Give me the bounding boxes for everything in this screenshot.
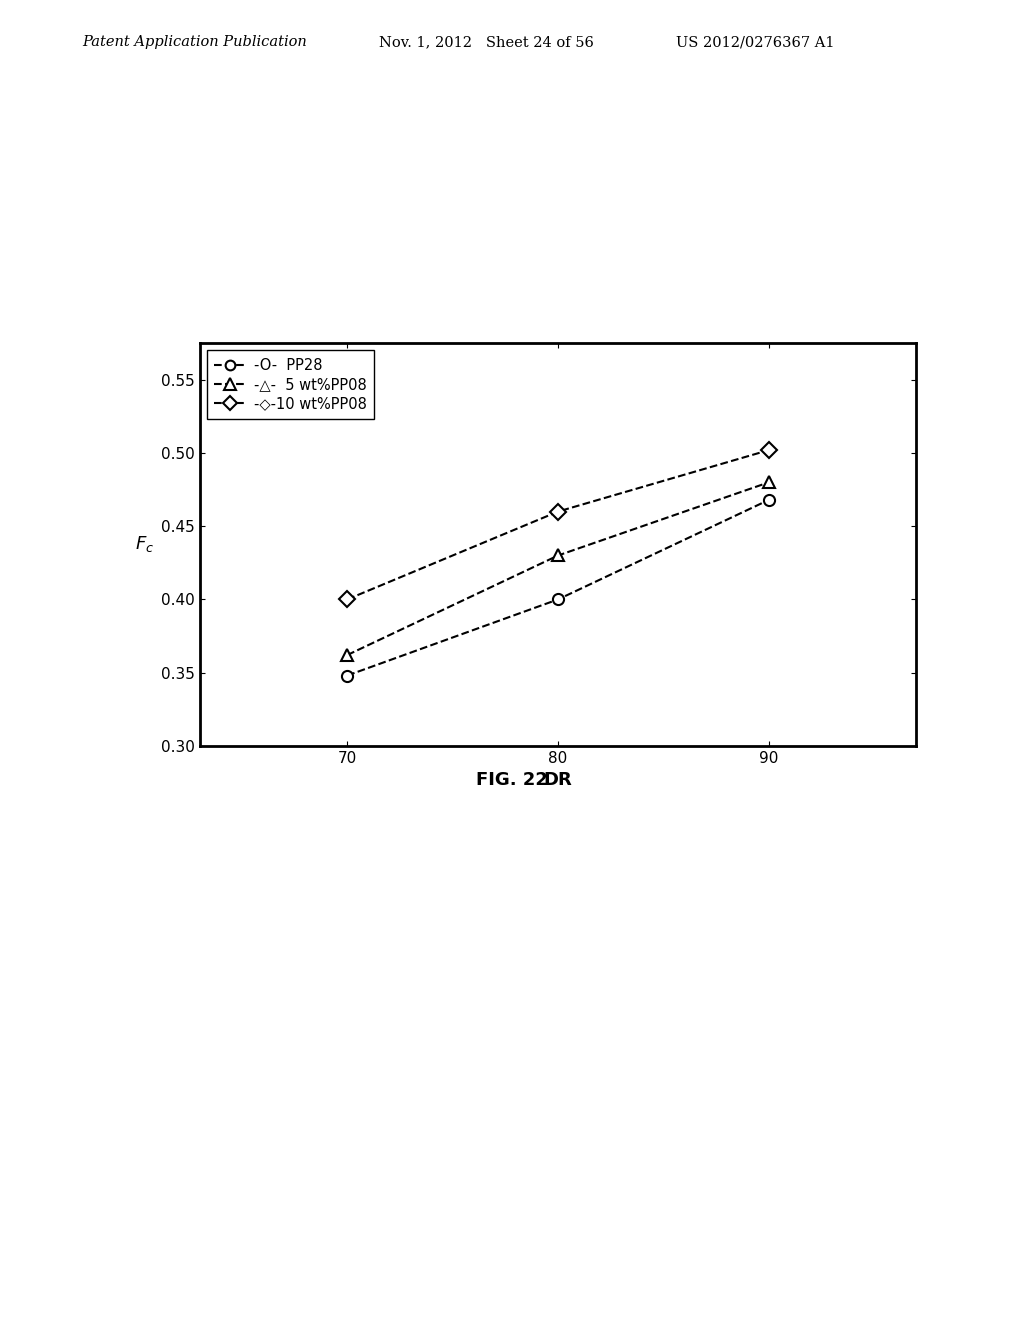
Text: Nov. 1, 2012   Sheet 24 of 56: Nov. 1, 2012 Sheet 24 of 56 (379, 36, 594, 49)
Legend: -O-  PP28, -△-  5 wt%PP08, -◇-10 wt%PP08: -O- PP28, -△- 5 wt%PP08, -◇-10 wt%PP08 (207, 351, 374, 418)
Y-axis label: $F_c$: $F_c$ (135, 535, 154, 554)
Text: Patent Application Publication: Patent Application Publication (82, 36, 306, 49)
Text: US 2012/0276367 A1: US 2012/0276367 A1 (676, 36, 835, 49)
Text: FIG. 22: FIG. 22 (476, 771, 548, 789)
X-axis label: DR: DR (544, 771, 572, 789)
